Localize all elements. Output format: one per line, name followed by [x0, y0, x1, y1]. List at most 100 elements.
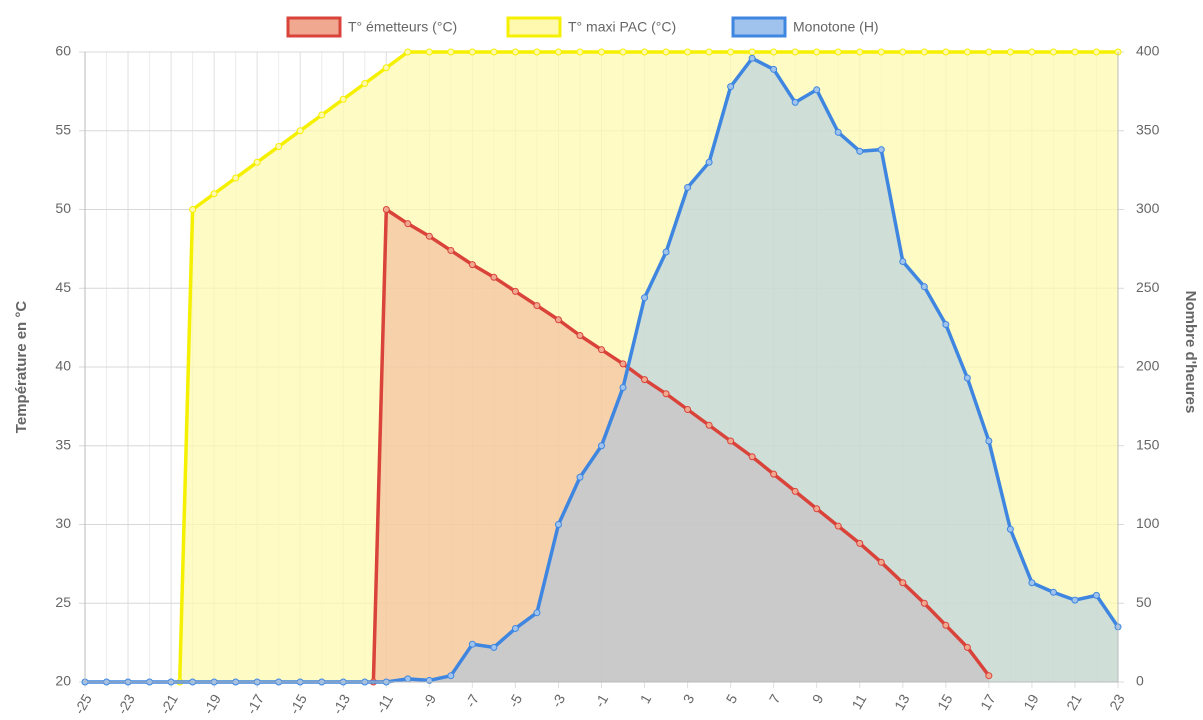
point: [1049, 48, 1057, 56]
x-tick-label: 17: [977, 691, 999, 713]
point: [1071, 48, 1079, 56]
point: [963, 643, 971, 651]
x-tick-label: 21: [1063, 691, 1085, 713]
x-tick-label: -3: [548, 691, 568, 710]
point: [533, 302, 541, 310]
point: [641, 48, 649, 56]
x-tick-label: -19: [200, 691, 224, 717]
point: [533, 609, 541, 617]
point: [1006, 525, 1014, 533]
y2-tick-label: 50: [1136, 594, 1152, 610]
point: [1071, 596, 1079, 604]
legend-swatch: [286, 16, 342, 38]
point: [576, 48, 584, 56]
point: [576, 473, 584, 481]
legend-label: Monotone (H): [793, 19, 879, 35]
point: [963, 48, 971, 56]
point: [705, 158, 713, 166]
legend-swatch: [506, 16, 562, 38]
point: [619, 360, 627, 368]
point: [210, 190, 218, 198]
x-tick-label: -23: [114, 691, 138, 717]
x-tick-label: -21: [157, 691, 181, 717]
y-tick-label: 40: [55, 358, 71, 374]
x-tick-label: -13: [329, 691, 353, 717]
point: [641, 294, 649, 302]
point: [447, 672, 455, 680]
y2-tick-label: 0: [1136, 673, 1144, 689]
point: [598, 48, 605, 56]
point: [425, 48, 433, 56]
legend-label: T° maxi PAC (°C): [568, 19, 676, 35]
point: [318, 111, 326, 119]
point: [942, 320, 950, 328]
point: [447, 246, 455, 254]
point: [253, 158, 261, 166]
y-tick-label: 60: [55, 43, 71, 59]
point: [684, 183, 692, 191]
x-tick-label: 13: [891, 691, 913, 713]
point: [791, 98, 799, 106]
point: [554, 316, 562, 324]
point: [425, 676, 433, 684]
point: [404, 48, 412, 56]
x-tick-label: -1: [591, 691, 611, 710]
point: [856, 539, 864, 547]
point: [985, 48, 993, 56]
y-tick-label: 50: [55, 200, 71, 216]
point: [662, 48, 670, 56]
x-tick-label: 23: [1106, 691, 1128, 713]
x-tick-label: 15: [934, 691, 956, 713]
y-tick-label: 55: [55, 121, 71, 137]
point: [490, 643, 498, 651]
point: [705, 421, 713, 429]
point: [770, 470, 778, 478]
y-tick-label: 20: [55, 673, 71, 689]
point: [554, 521, 562, 528]
point: [468, 261, 476, 269]
point: [1049, 588, 1057, 596]
y2-tick-label: 400: [1136, 43, 1160, 59]
point: [404, 220, 412, 228]
point: [1092, 591, 1100, 599]
point: [339, 95, 347, 103]
legend-swatch: [731, 16, 787, 38]
point: [727, 48, 735, 56]
point: [598, 346, 605, 354]
point: [511, 48, 519, 56]
y-axis-title: Température en °C: [13, 301, 30, 434]
point: [942, 48, 950, 56]
point: [834, 48, 842, 56]
point: [770, 48, 778, 56]
point: [684, 406, 692, 414]
point: [598, 442, 605, 450]
point: [404, 675, 412, 683]
point: [727, 437, 735, 445]
point: [554, 48, 562, 56]
x-tick-label: -17: [243, 691, 267, 717]
y2-tick-label: 250: [1136, 279, 1160, 295]
point: [705, 48, 713, 56]
point: [232, 174, 240, 182]
y2-axis-title: Nombre d'heures: [1182, 291, 1199, 414]
point: [813, 505, 821, 513]
point: [834, 128, 842, 136]
point: [770, 65, 778, 73]
point: [189, 206, 197, 213]
x-tick-label: 9: [809, 691, 827, 706]
point: [296, 127, 304, 135]
areas: [85, 52, 1119, 683]
y-tick-label: 35: [55, 436, 71, 452]
y2-tick-label: 300: [1136, 200, 1160, 216]
point: [727, 83, 735, 91]
point: [619, 48, 627, 56]
point: [533, 48, 541, 56]
point: [1006, 48, 1014, 56]
point: [813, 86, 821, 94]
x-tick-label: -5: [505, 691, 525, 710]
point: [899, 48, 907, 56]
x-tick-label: 19: [1020, 691, 1042, 713]
point: [899, 579, 907, 587]
series-line: [371, 207, 991, 683]
